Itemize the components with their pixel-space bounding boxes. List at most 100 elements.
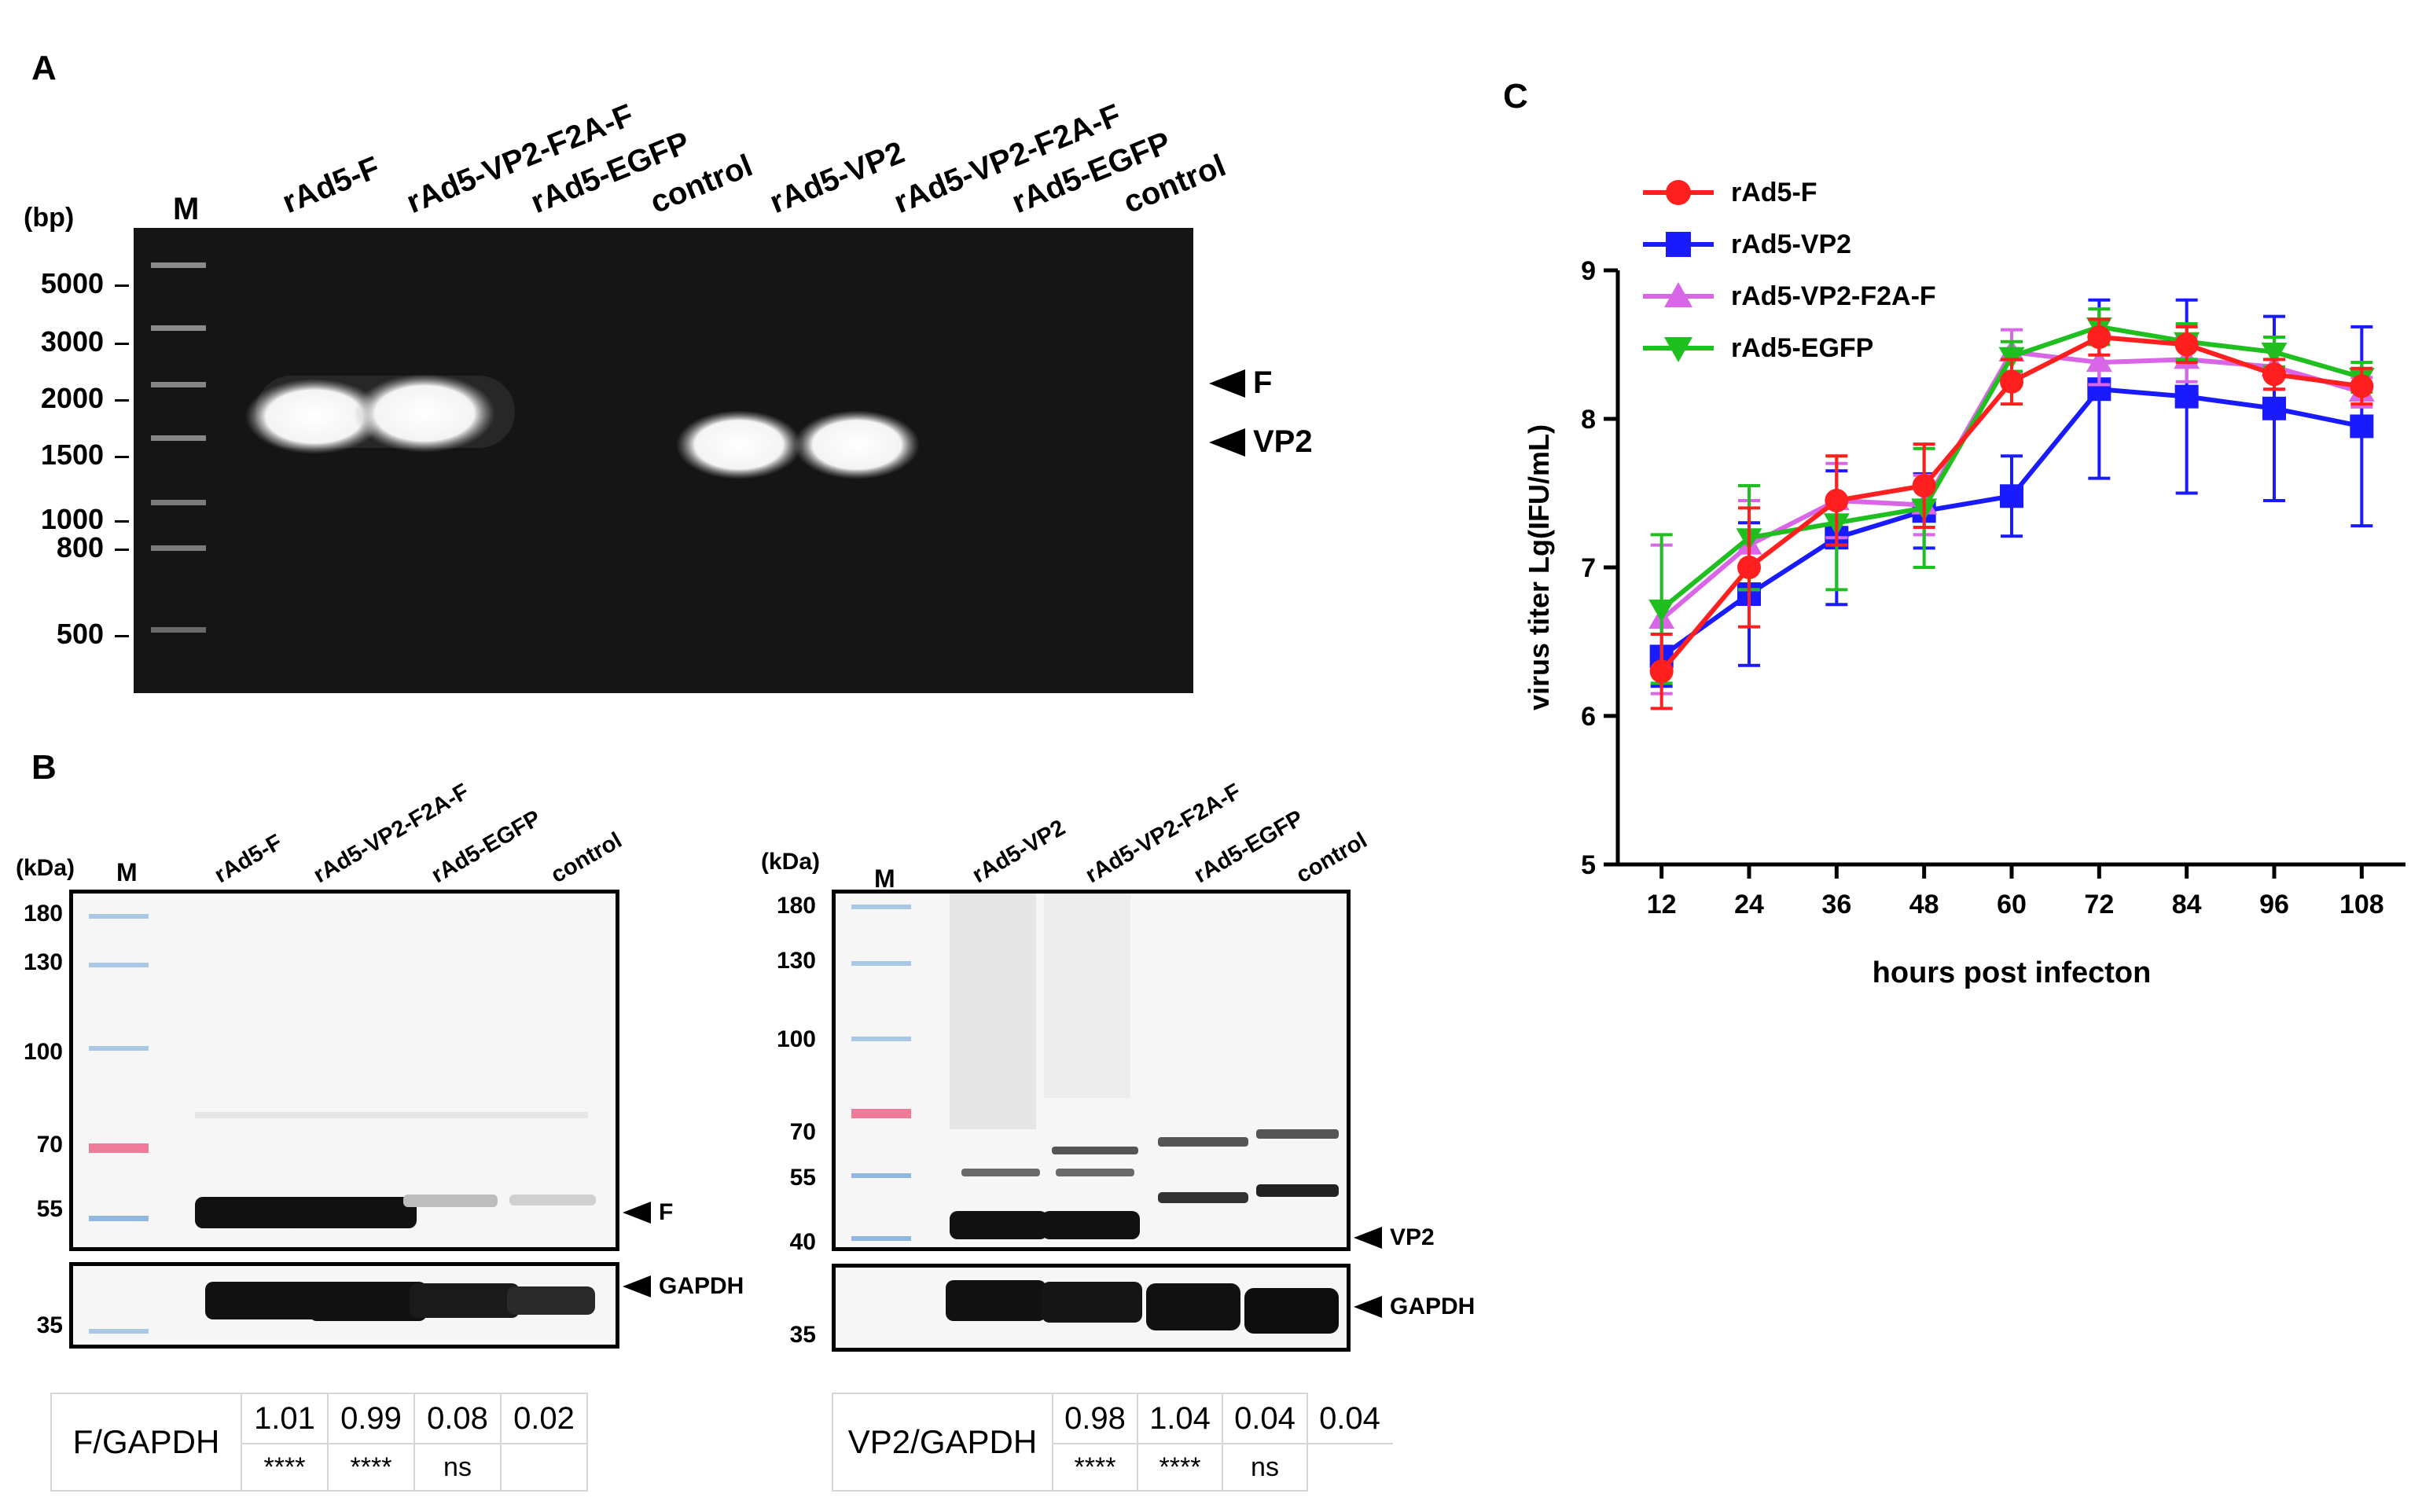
blot-f-gapdh: [69, 1262, 619, 1349]
blot-vp2-bands: [851, 894, 1339, 1241]
blot-f-kda-label: 70: [36, 1132, 63, 1158]
data-point: [2174, 332, 2199, 357]
blot-vp2-kda-label: 55: [789, 1165, 816, 1191]
blot-f-lane-label: control: [546, 828, 627, 889]
chart-legend: rAd5-F rAd5-VP2 rAd5-VP2-F2A-F rAd5-EGFP: [1643, 167, 1936, 374]
growth-curve-chart: 5 6 7 8 9 12 24 36 48 60 72 84 96 108 hours post infec…: [1523, 256, 2405, 989]
blot-vp2-arrow-vp2: VP2: [1354, 1224, 1435, 1251]
x-tick-label: 48: [1909, 890, 1939, 919]
gel-bp-tick: [115, 343, 129, 345]
ratio-value: 0.04: [1222, 1393, 1308, 1444]
gel-bp-tick: [115, 520, 129, 523]
gel-band-f-2: [354, 374, 495, 453]
legend-label: rAd5-F: [1731, 177, 1817, 207]
gel-bp-tick: [115, 399, 129, 402]
gel-bp-tick: [115, 284, 129, 287]
legend-entry: rAd5-VP2: [1643, 218, 1936, 270]
arrowhead-icon: [1354, 1227, 1382, 1249]
significance-mark: ns: [1222, 1443, 1308, 1492]
data-point: [1825, 488, 1849, 512]
arrowhead-icon: [1209, 369, 1245, 398]
blot-vp2-kda-label: 70: [789, 1119, 816, 1145]
blot-vp2-lane-label: rAd5-VP2: [968, 815, 1070, 889]
gel-bp-tick: [115, 549, 129, 551]
y-tick-label: 7: [1581, 553, 1596, 583]
x-tick-label: 96: [2259, 890, 2289, 919]
data-point: [2350, 414, 2374, 439]
blot-vp2-kda-label: 130: [776, 948, 816, 974]
blot-vp2-gapdh-bands: [946, 1280, 1339, 1334]
ratio-value: 0.04: [1307, 1393, 1393, 1444]
data-point: [2350, 374, 2374, 398]
significance-mark: [1307, 1443, 1393, 1492]
x-tick-label: 12: [1647, 890, 1677, 919]
data-point: [1737, 556, 1761, 579]
blot-vp2-kda-label: 40: [789, 1229, 816, 1255]
blot-f-unit: (kDa): [16, 855, 75, 881]
significance-mark: [500, 1443, 588, 1492]
blot-f-kda-label: 100: [23, 1039, 63, 1065]
y-tick-label: 5: [1581, 850, 1596, 880]
panel-label-b: B: [31, 748, 57, 787]
blot-vp2-kda-label: 35: [789, 1322, 816, 1348]
data-point: [2262, 362, 2286, 387]
gel-bp-tick: [115, 456, 129, 458]
legend-entry: rAd5-EGFP: [1643, 322, 1936, 374]
blot-vp2-lane-label: control: [1292, 828, 1372, 889]
legend-marker-icon: [1643, 282, 1714, 307]
gel-arrow-vp2: VP2: [1209, 424, 1313, 460]
ratio-value: 1.01: [241, 1393, 329, 1444]
gel-lane-label: rAd5-VP2: [765, 134, 910, 221]
data-point: [2000, 369, 2023, 394]
gel-bp-label: 1000: [40, 503, 104, 535]
legend-marker-icon: [1643, 232, 1714, 257]
legend-marker-icon: [1643, 180, 1714, 205]
x-tick-label: 24: [1734, 890, 1764, 919]
blot-vp2-ratio-table: VP2/GAPDH 0.98 1.04 0.04 0.04 **** **** …: [832, 1393, 1393, 1492]
blot-f-kda-label: 55: [36, 1196, 63, 1222]
gel-bands: [151, 262, 920, 633]
ratio-value: 0.02: [500, 1393, 588, 1444]
blot-vp2-arrow-gapdh: GAPDH: [1354, 1294, 1475, 1320]
gel-band-vp2-2: [794, 410, 920, 479]
gel-lane-label: rAd5-F: [277, 149, 385, 221]
blot-vp2-gapdh: [832, 1264, 1351, 1352]
gel-arrow-f: F: [1209, 365, 1272, 401]
blot-f-lane-label: rAd5-F: [210, 829, 287, 889]
blot-f-lane-label: rAd5-EGFP: [427, 806, 546, 889]
blot-f-kda-label: 180: [23, 901, 63, 927]
data-point: [2087, 325, 2111, 350]
ratio-value: 0.08: [413, 1393, 502, 1444]
gel-bp-label: 2000: [40, 382, 104, 414]
y-tick-label: 6: [1581, 702, 1596, 732]
legend-label: rAd5-EGFP: [1731, 332, 1874, 363]
arrowhead-icon: [1354, 1296, 1382, 1318]
arrowhead-icon: [623, 1275, 651, 1297]
panel-label-a: A: [31, 49, 57, 87]
gel-marker-label: M: [173, 192, 200, 226]
data-point: [2000, 484, 2023, 508]
blot-vp2-marker-label: M: [874, 864, 895, 893]
data-point: [1912, 474, 1936, 498]
legend-entry: rAd5-VP2-F2A-F: [1643, 270, 1936, 322]
blot-f-gapdh-bands: [89, 1282, 595, 1334]
ratio-value: 0.99: [327, 1393, 415, 1444]
blot-f-marker-label: M: [116, 858, 138, 886]
data-point: [2261, 342, 2288, 365]
gel-bp-label: 800: [56, 531, 104, 563]
significance-mark: ****: [241, 1443, 329, 1492]
data-point: [1648, 599, 1675, 622]
gel-unit-label: (bp): [24, 203, 75, 233]
data-point: [1649, 659, 1674, 684]
y-tick-label: 9: [1581, 256, 1596, 286]
blot-f-kda-label: 130: [23, 949, 63, 975]
y-tick-label: 8: [1581, 405, 1596, 435]
x-axis-label: hours post infecton: [1873, 956, 2152, 989]
data-point: [2174, 384, 2199, 409]
data-point: [2086, 349, 2112, 372]
panel-label-c: C: [1503, 77, 1528, 116]
arrowhead-icon: [1209, 428, 1245, 457]
blot-f-main: [69, 890, 619, 1251]
data-point: [2262, 396, 2286, 420]
legend-label: rAd5-VP2-F2A-F: [1731, 281, 1936, 311]
